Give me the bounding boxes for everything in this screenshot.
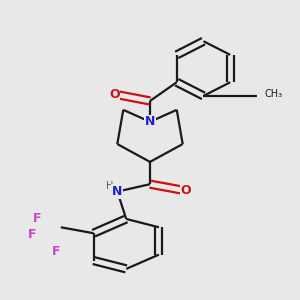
Text: O: O <box>109 88 120 100</box>
Text: H: H <box>106 181 114 191</box>
Text: CH₃: CH₃ <box>264 89 283 99</box>
Text: N: N <box>112 185 122 198</box>
Text: N: N <box>145 115 155 128</box>
Text: O: O <box>180 184 191 197</box>
Text: F: F <box>28 228 37 241</box>
Text: F: F <box>33 212 41 226</box>
Text: F: F <box>52 245 61 258</box>
